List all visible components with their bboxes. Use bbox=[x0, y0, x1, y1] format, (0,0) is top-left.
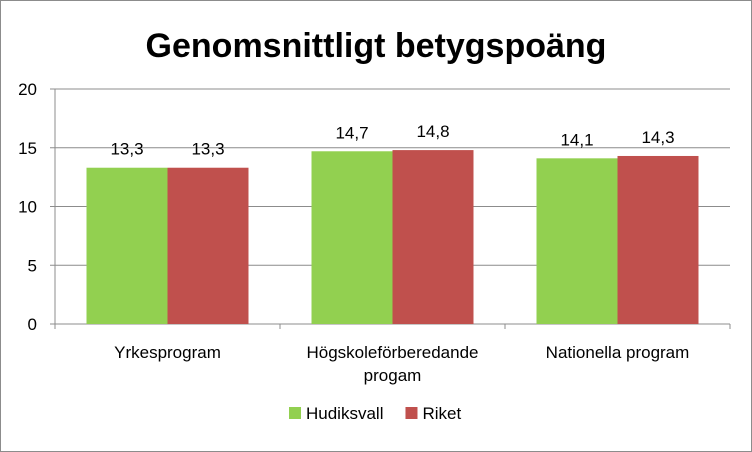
category-label: progam bbox=[364, 366, 422, 385]
category-label: Yrkesprogram bbox=[114, 343, 221, 362]
data-label: 14,7 bbox=[335, 123, 368, 142]
data-label: 14,3 bbox=[641, 128, 674, 147]
data-label: 13,3 bbox=[191, 140, 224, 159]
bars bbox=[86, 150, 699, 324]
bar-hudiksvall bbox=[311, 151, 393, 324]
category-labels: Yrkesprogram Högskoleförberedande progam Na… bbox=[114, 343, 689, 385]
legend-swatch-riket bbox=[405, 407, 418, 419]
chart-title: Genomsnittligt betygspoäng bbox=[146, 27, 607, 65]
data-labels: 13,3 13,3 14,7 14,8 14,1 14,3 bbox=[110, 122, 674, 159]
bar-hudiksvall bbox=[536, 158, 618, 324]
legend-label: Riket bbox=[422, 404, 461, 423]
y-tick-label: 10 bbox=[18, 198, 37, 217]
data-label: 14,1 bbox=[560, 130, 593, 149]
bar-riket bbox=[392, 150, 474, 324]
legend: Hudiksvall Riket bbox=[289, 404, 461, 423]
y-tick-label: 5 bbox=[28, 256, 37, 275]
legend-label: Hudiksvall bbox=[306, 404, 383, 423]
bar-hudiksvall bbox=[86, 167, 168, 324]
y-tick-label: 0 bbox=[28, 315, 37, 334]
category-label: Nationella program bbox=[546, 343, 690, 362]
bar-riket bbox=[617, 155, 699, 324]
data-label: 13,3 bbox=[110, 140, 143, 159]
bar-riket bbox=[167, 167, 249, 324]
y-tick-label: 15 bbox=[18, 139, 37, 158]
data-label: 14,8 bbox=[416, 122, 449, 141]
y-tick-label: 20 bbox=[18, 80, 37, 99]
category-label: Högskoleförberedande bbox=[306, 343, 478, 362]
legend-swatch-hudiksvall bbox=[289, 407, 301, 419]
